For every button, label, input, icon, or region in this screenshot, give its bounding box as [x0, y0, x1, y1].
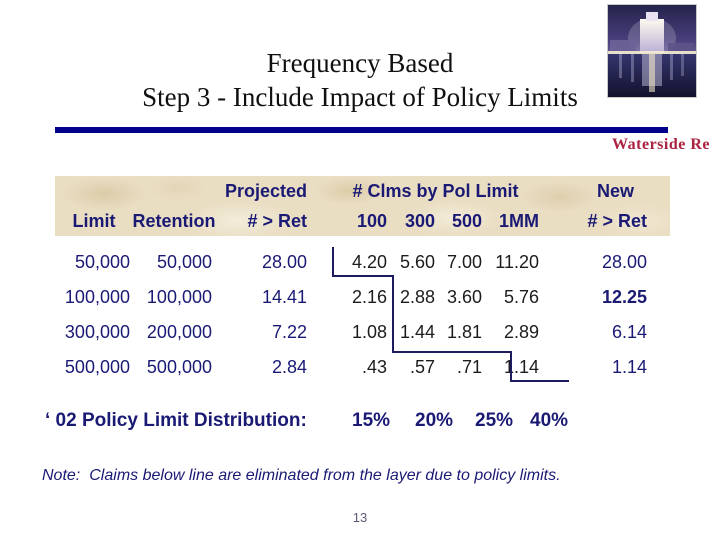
limit-value: 100,000	[64, 287, 130, 307]
col-header-clms-by-pol-limit: # Clms by Pol Limit	[352, 180, 519, 201]
clms-100-value: 1.08	[351, 322, 387, 342]
distribution-label: ‘ 02 Policy Limit Distribution:	[45, 410, 307, 431]
projected-value: 2.84	[271, 357, 307, 377]
clms-500-value: .71	[456, 357, 482, 377]
clms-1mm-value: 5.76	[503, 287, 539, 307]
clms-300-value: 1.44	[399, 322, 435, 342]
clms-500-value: 1.81	[446, 322, 482, 342]
projected-value: 28.00	[261, 252, 307, 272]
col-header-300: 300	[404, 210, 435, 231]
projected-value: 14.41	[261, 287, 307, 307]
clms-300-value: 2.88	[399, 287, 435, 307]
projected-value: 7.22	[271, 322, 307, 342]
distribution-pct-300: 20%	[415, 410, 454, 431]
brand-watermark: Waterside Re	[612, 136, 710, 153]
col-header-projected: Projected	[224, 180, 307, 201]
waterfront-building-night-photo-icon	[607, 4, 697, 98]
col-header-projected-gt-ret: # > Ret	[247, 210, 307, 231]
retention-value: 200,000	[146, 322, 212, 342]
clms-100-value: .43	[361, 357, 387, 377]
clms-500-value: 3.60	[446, 287, 482, 307]
new-ret-value: 12.25	[601, 287, 647, 307]
distribution-pct-1mm: 40%	[530, 410, 569, 431]
col-header-500: 500	[451, 210, 482, 231]
retention-value: 100,000	[146, 287, 212, 307]
clms-1mm-value: 11.20	[495, 252, 539, 272]
col-header-retention: Retention	[132, 210, 216, 231]
policy-limit-distribution-row: ‘ 02 Policy Limit Distribution: 15% 20% …	[0, 410, 720, 436]
clms-100-value: 2.16	[351, 287, 387, 307]
distribution-pct-100: 15%	[352, 410, 391, 431]
footnote-label: Note:	[42, 467, 81, 484]
clms-300-value: .57	[409, 357, 435, 377]
limit-value: 300,000	[64, 322, 130, 342]
title-line-1: Frequency Based	[266, 48, 454, 78]
col-header-limit: Limit	[72, 210, 116, 231]
clms-1mm-value: 1.14	[503, 357, 539, 377]
clms-100-value: 4.20	[351, 252, 387, 272]
limit-value: 50,000	[74, 252, 130, 272]
footnote-text: Claims below line are eliminated from th…	[89, 467, 561, 484]
retention-value: 500,000	[146, 357, 212, 377]
clms-300-value: 5.60	[399, 252, 435, 272]
limit-value: 500,000	[64, 357, 130, 377]
clms-500-value: 7.00	[446, 252, 482, 272]
divider-rule	[55, 127, 668, 133]
new-ret-value: 1.14	[611, 357, 647, 377]
policy-limit-table: 50,000 50,000 28.00 4.20 5.60 7.00 11.20…	[55, 245, 670, 385]
distribution-pct-500: 25%	[475, 410, 514, 431]
page-number: 13	[352, 510, 368, 525]
table-header-band	[55, 176, 670, 236]
new-ret-value: 6.14	[611, 322, 647, 342]
footnote: Note: Claims below line are eliminated fr…	[42, 467, 561, 485]
title-line-2: Step 3 - Include Impact of Policy Limits	[142, 82, 578, 112]
clms-1mm-value: 2.89	[503, 322, 539, 342]
slide-title: Frequency Based Step 3 - Include Impact …	[0, 46, 720, 114]
col-header-new-gt-ret: # > Ret	[587, 210, 647, 231]
col-header-100: 100	[356, 210, 387, 231]
table-header: Projected # Clms by Pol Limit New Limit …	[55, 176, 670, 236]
col-header-new: New	[596, 180, 634, 201]
new-ret-value: 28.00	[601, 252, 647, 272]
retention-value: 50,000	[156, 252, 212, 272]
col-header-1mm: 1MM	[499, 210, 539, 231]
